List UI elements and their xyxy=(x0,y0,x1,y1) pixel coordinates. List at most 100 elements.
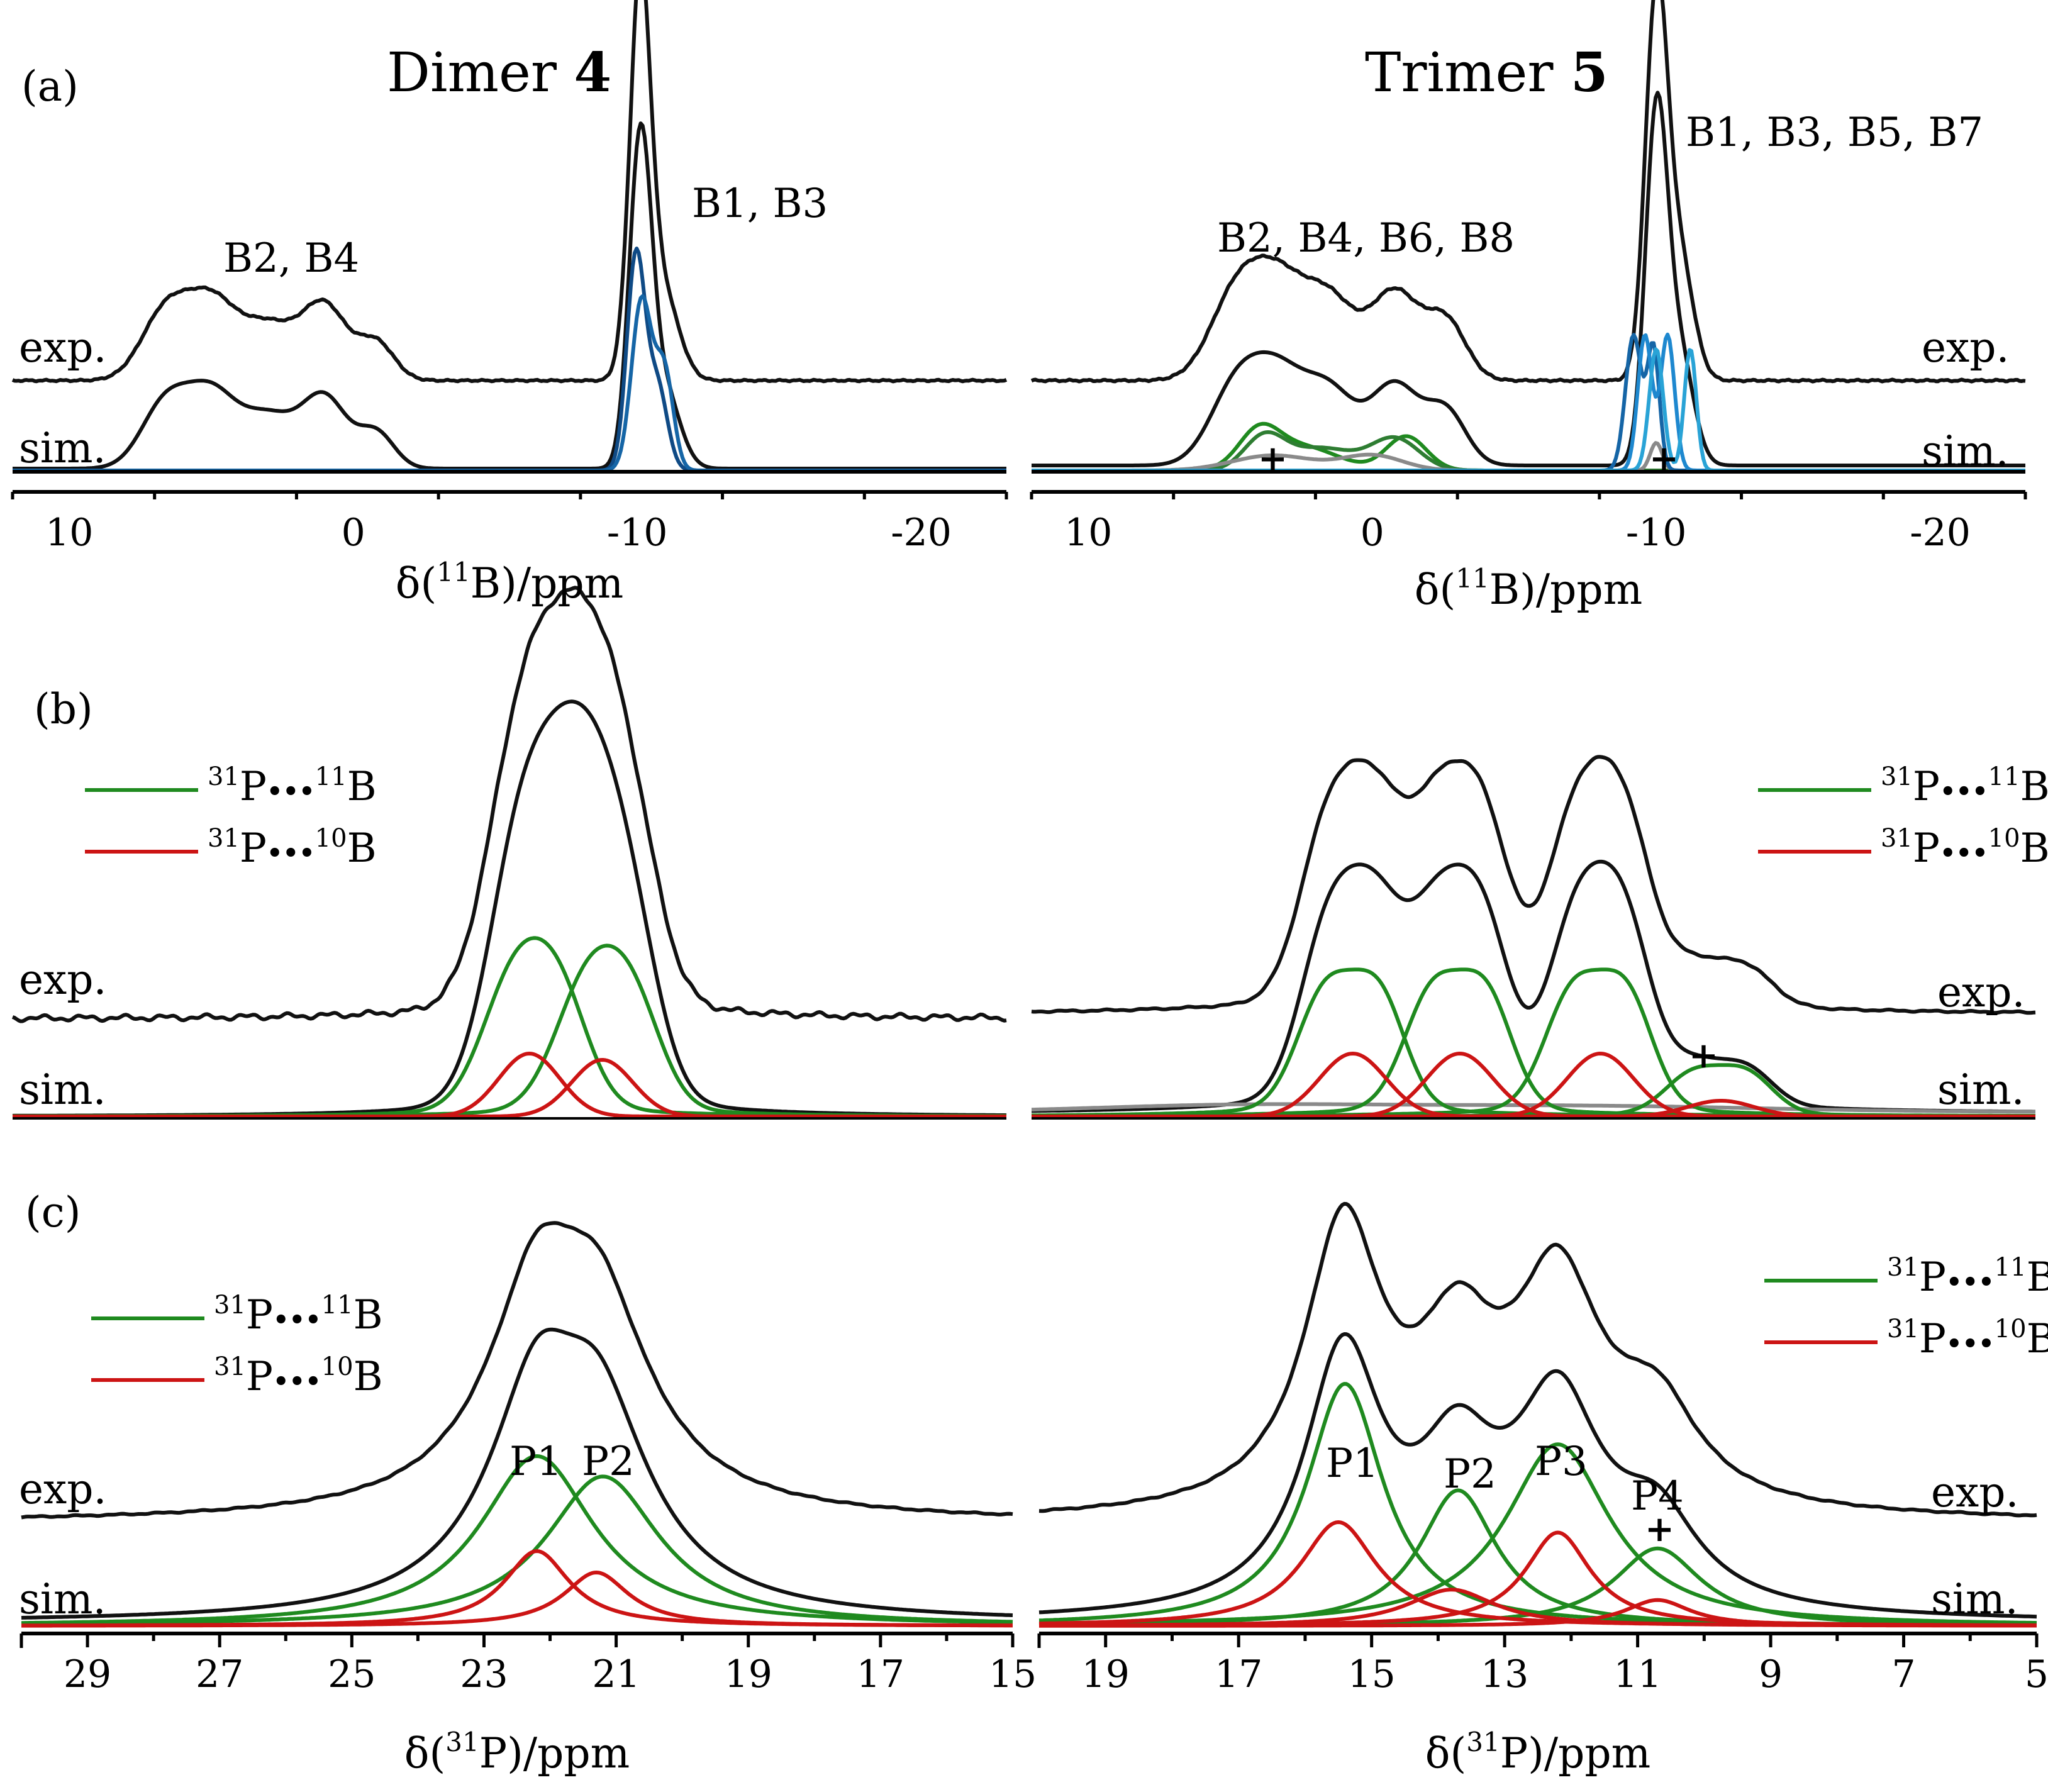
x-tick-label: 25 xyxy=(328,1652,376,1696)
x-tick-label: 0 xyxy=(342,511,365,555)
exp-spectrum xyxy=(11,0,1008,384)
peak-label-p4: P4 xyxy=(1631,1473,1684,1520)
b-odd-sim-curve xyxy=(1032,332,2025,472)
x-axis-label: δ(31P)/ppm xyxy=(1425,1727,1650,1778)
exp-spectrum xyxy=(1038,1201,2037,1518)
x-axis-label: δ(11B)/ppm xyxy=(1415,563,1643,614)
x-tick-label: 7 xyxy=(1891,1652,1915,1696)
x-tick-label: 27 xyxy=(196,1652,243,1696)
peak-label-p2: P2 xyxy=(1444,1451,1496,1498)
x-axis-label: δ(11B)/ppm xyxy=(396,557,624,608)
impurity-mark: + xyxy=(1689,1035,1718,1076)
impurity-curve xyxy=(1032,1102,2035,1114)
row-label-exp: exp. xyxy=(19,323,107,372)
legend-p-b11-label: 31P•••11B xyxy=(1887,1253,2048,1301)
sim-spectrum xyxy=(12,699,1007,1118)
row-label-sim: sim. xyxy=(19,1066,106,1114)
peak-label-p1: P1 xyxy=(509,1439,562,1485)
p-b11-curve xyxy=(1032,967,2035,1118)
x-tick-label: 15 xyxy=(1347,1652,1395,1696)
x-tick-label: 19 xyxy=(1082,1652,1130,1696)
sim-spectrum xyxy=(1038,1332,2037,1619)
x-tick-label: 17 xyxy=(1215,1652,1262,1696)
legend-p-b10-label: 31P•••10B xyxy=(1881,824,2048,872)
row-label-sim: sim. xyxy=(1931,1575,2018,1623)
peak-label-p1: P1 xyxy=(1326,1440,1379,1487)
p-b10-curve xyxy=(1032,1099,2035,1118)
x-tick-label: -20 xyxy=(1910,511,1971,555)
exp-spectrum xyxy=(21,1221,1013,1520)
p-b11-curve xyxy=(13,936,1006,1118)
p-b11-curve xyxy=(1038,1442,2037,1625)
b-odd-sim-curve xyxy=(1032,333,2025,472)
x-tick-label: 29 xyxy=(64,1652,111,1696)
exp-spectrum xyxy=(1031,755,2036,1015)
axes: 10 0 -10 -20 δ(11B)/ppm 10 0 -10 -20 δ(11B)/ppm 29… xyxy=(11,470,2048,1778)
b-odd-sim-curve xyxy=(1032,347,2025,472)
x-axis-label: δ(31P)/ppm xyxy=(404,1727,630,1778)
dimer-title: Dimer 4 xyxy=(387,41,611,104)
p-b11-curve xyxy=(1039,1546,2037,1628)
peak-label-b2-b4-b6-b8: B2, B4, B6, B8 xyxy=(1217,215,1515,262)
panel-label-c: (c) xyxy=(25,1188,81,1237)
x-tick-label: 5 xyxy=(2025,1652,2048,1696)
legends: 31P•••11B 31P•••10B 31P•••11B 31P•••10B 31P•… xyxy=(85,762,2048,1400)
sim-spectrum xyxy=(1032,91,2025,467)
p-b10-curve xyxy=(1039,1598,2037,1628)
legend-p-b10-label: 31P•••10B xyxy=(1887,1315,2048,1362)
impurity-mark: + xyxy=(1258,438,1288,479)
peak-label-p2: P2 xyxy=(582,1439,635,1485)
p-b11-curve xyxy=(13,943,1007,1118)
panel-label-a: (a) xyxy=(21,62,79,111)
exp-spectrum xyxy=(1030,0,2026,384)
legend-p-b11-label: 31P•••11B xyxy=(214,1291,383,1338)
impurity-mark: + xyxy=(1645,1508,1674,1550)
x-tick-label: 0 xyxy=(1361,511,1384,555)
row-label-exp: exp. xyxy=(19,1465,107,1513)
row-label-sim: sim. xyxy=(1922,427,2009,476)
x-tick-label: 23 xyxy=(460,1652,508,1696)
peak-label-b1-b3: B1, B3 xyxy=(692,181,828,227)
p-b10-curve xyxy=(21,1571,1013,1628)
p-b11-curve xyxy=(21,1474,1013,1626)
p-b10-curve xyxy=(13,1052,1006,1118)
row-label-exp: exp. xyxy=(1931,1468,2019,1517)
x-tick-label: 15 xyxy=(989,1652,1037,1696)
legend-p-b10-label: 31P•••10B xyxy=(208,824,377,872)
impurity-mark: + xyxy=(1649,438,1679,479)
sim-spectrum xyxy=(21,1327,1013,1620)
sim-spectrum xyxy=(13,121,1006,470)
row-label-sim: sim. xyxy=(19,424,106,472)
row-label-exp: exp. xyxy=(1922,323,2010,372)
trimer-title: Trimer 5 xyxy=(1365,41,1608,104)
x-tick-label: 21 xyxy=(592,1652,640,1696)
p-b11-curve xyxy=(1032,967,2035,1118)
x-tick-label: -10 xyxy=(1626,511,1687,555)
legend-p-b10-label: 31P•••10B xyxy=(214,1352,383,1400)
p-b11-curve xyxy=(1038,1382,2037,1627)
row-label-sim: sim. xyxy=(1937,1066,2025,1114)
peak-label-b2-b4: B2, B4 xyxy=(223,235,359,282)
peak-label-b1-b3-b5-b7: B1, B3, B5, B7 xyxy=(1686,109,1983,156)
sim-spectrum xyxy=(1032,859,2035,1114)
labels: (a) (b) (c) Dimer 4 Trimer 5 B2, B4 B1, … xyxy=(19,41,2025,1623)
peak-label-p3: P3 xyxy=(1535,1439,1588,1485)
row-label-sim: sim. xyxy=(19,1575,106,1623)
x-tick-label: 9 xyxy=(1759,1652,1783,1696)
panel-label-b: (b) xyxy=(34,685,93,733)
row-label-exp: exp. xyxy=(19,955,107,1004)
row-label-exp: exp. xyxy=(1937,968,2025,1016)
p-b11-curve xyxy=(1032,967,2036,1118)
x-tick-label: 10 xyxy=(45,511,93,555)
p-b11-curve xyxy=(21,1454,1013,1625)
legend-p-b11-label: 31P•••11B xyxy=(208,762,377,810)
x-tick-label: 19 xyxy=(725,1652,772,1696)
b-even-sim-curve xyxy=(1032,421,2025,472)
x-tick-label: 10 xyxy=(1064,511,1112,555)
b3-sim-curve xyxy=(13,294,1006,472)
x-tick-label: -10 xyxy=(607,511,668,555)
x-tick-label: 17 xyxy=(857,1652,904,1696)
p-b10-curve xyxy=(13,1058,1006,1118)
exp-spectrum xyxy=(11,586,1007,1023)
